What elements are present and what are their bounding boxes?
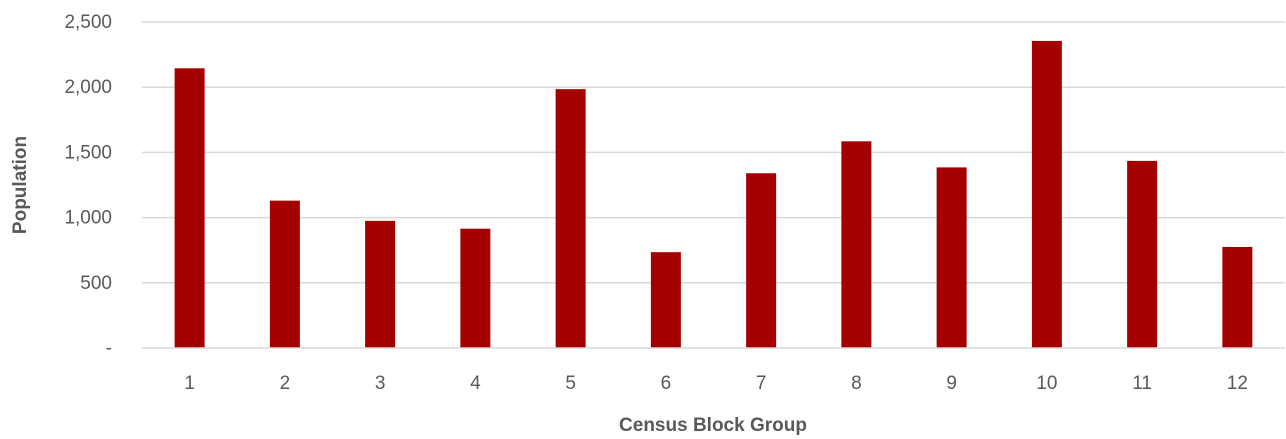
x-tick-label-5: 5 (565, 373, 576, 394)
bar-8 (841, 141, 872, 348)
gridlines (142, 21, 1285, 284)
x-axis-title: Census Block Group (619, 415, 807, 436)
y-tick-label-500: 500 (80, 273, 112, 294)
bar-1 (174, 68, 205, 349)
x-tick-label-11: 11 (1132, 373, 1152, 394)
bar-7 (746, 173, 777, 348)
x-tick-label-12: 12 (1227, 373, 1248, 394)
bar-3 (365, 220, 396, 348)
bar-2 (269, 200, 300, 348)
x-tick-label-8: 8 (851, 373, 862, 394)
x-tick-label-3: 3 (375, 373, 386, 394)
bar-11 (1127, 160, 1158, 348)
x-tick-label-9: 9 (946, 373, 957, 394)
x-tick-label-7: 7 (756, 373, 767, 394)
bar-6 (650, 252, 681, 348)
y-axis-title: Population (10, 136, 31, 234)
bar-9 (936, 167, 967, 348)
y-tick-label-0: - (106, 338, 112, 359)
y-tick-label-2000: 2,000 (64, 77, 112, 98)
y-axis-ticks: - 500 1,000 1,500 2,000 2,500 (64, 12, 112, 359)
bar-12 (1222, 246, 1253, 348)
y-tick-label-1000: 1,000 (64, 208, 112, 229)
x-tick-label-10: 10 (1036, 373, 1057, 394)
bar-10 (1031, 40, 1062, 349)
x-tick-label-1: 1 (184, 373, 195, 394)
x-tick-label-6: 6 (661, 373, 672, 394)
bars (174, 40, 1253, 349)
y-tick-label-2500: 2,500 (64, 12, 112, 33)
x-axis-ticks: 1 2 3 4 5 6 7 8 9 10 11 12 (184, 373, 1248, 394)
x-tick-label-4: 4 (470, 373, 481, 394)
x-tick-label-2: 2 (280, 373, 291, 394)
bar-4 (460, 228, 491, 348)
bar-5 (555, 89, 586, 348)
y-tick-label-1500: 1,500 (64, 142, 112, 163)
